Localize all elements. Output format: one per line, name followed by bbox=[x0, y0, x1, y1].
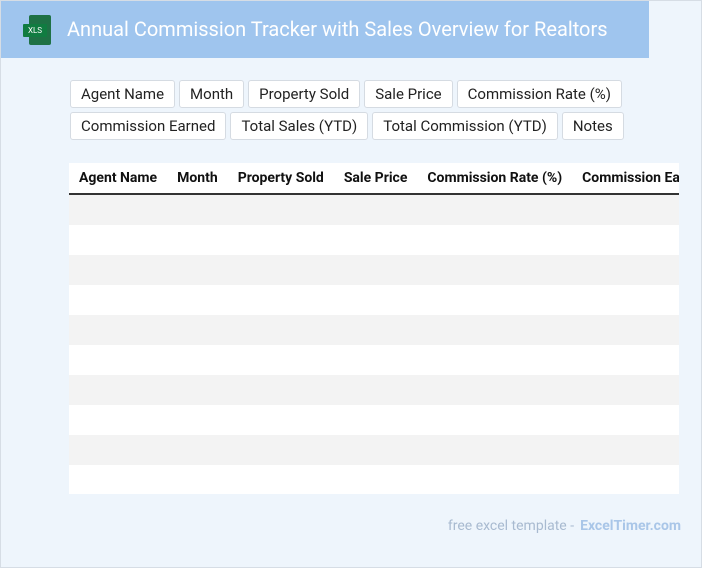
column-header: Commission Rate (%) bbox=[427, 170, 563, 186]
table-row bbox=[69, 225, 679, 255]
column-header: Agent Name bbox=[79, 170, 158, 186]
table-row bbox=[69, 435, 679, 465]
table-row bbox=[69, 285, 679, 315]
column-header: Sale Price bbox=[343, 170, 408, 186]
table-row bbox=[69, 315, 679, 345]
icon-label: XLS bbox=[23, 24, 47, 37]
field-chips: Agent Name Month Property Sold Sale Price Co… bbox=[70, 80, 630, 140]
field-chip: Total Commission (YTD) bbox=[372, 112, 558, 140]
table-row bbox=[69, 465, 679, 494]
table-row bbox=[69, 375, 679, 405]
field-chip: Agent Name bbox=[70, 80, 176, 108]
footer: free excel template - ExcelTimer.com bbox=[448, 518, 681, 534]
field-chip: Notes bbox=[561, 112, 624, 140]
field-chip: Total Sales (YTD) bbox=[230, 112, 369, 140]
field-chip: Month bbox=[179, 80, 245, 108]
field-chip: Sale Price bbox=[364, 80, 453, 108]
table: Agent Name Month Property Sold Sale Price Co… bbox=[69, 163, 679, 494]
column-header: Month bbox=[177, 170, 218, 186]
field-chip: Commission Rate (%) bbox=[456, 80, 622, 108]
table-header: Agent Name Month Property Sold Sale Price Co… bbox=[69, 163, 679, 195]
table-row bbox=[69, 405, 679, 435]
field-chip: Commission Earned bbox=[70, 112, 227, 140]
column-header: Commission Earned bbox=[582, 170, 679, 186]
page-title: Annual Commission Tracker with Sales Ove… bbox=[67, 17, 608, 41]
table-row bbox=[69, 195, 679, 225]
footer-brand[interactable]: ExcelTimer.com bbox=[580, 518, 681, 534]
column-header: Property Sold bbox=[237, 170, 324, 186]
table-row bbox=[69, 345, 679, 375]
footer-text: free excel template - bbox=[447, 518, 575, 534]
header-banner: XLS Annual Commission Tracker with Sales… bbox=[1, 1, 649, 58]
table-row bbox=[69, 255, 679, 285]
xls-icon: XLS bbox=[23, 15, 51, 45]
field-chip: Property Sold bbox=[248, 80, 361, 108]
